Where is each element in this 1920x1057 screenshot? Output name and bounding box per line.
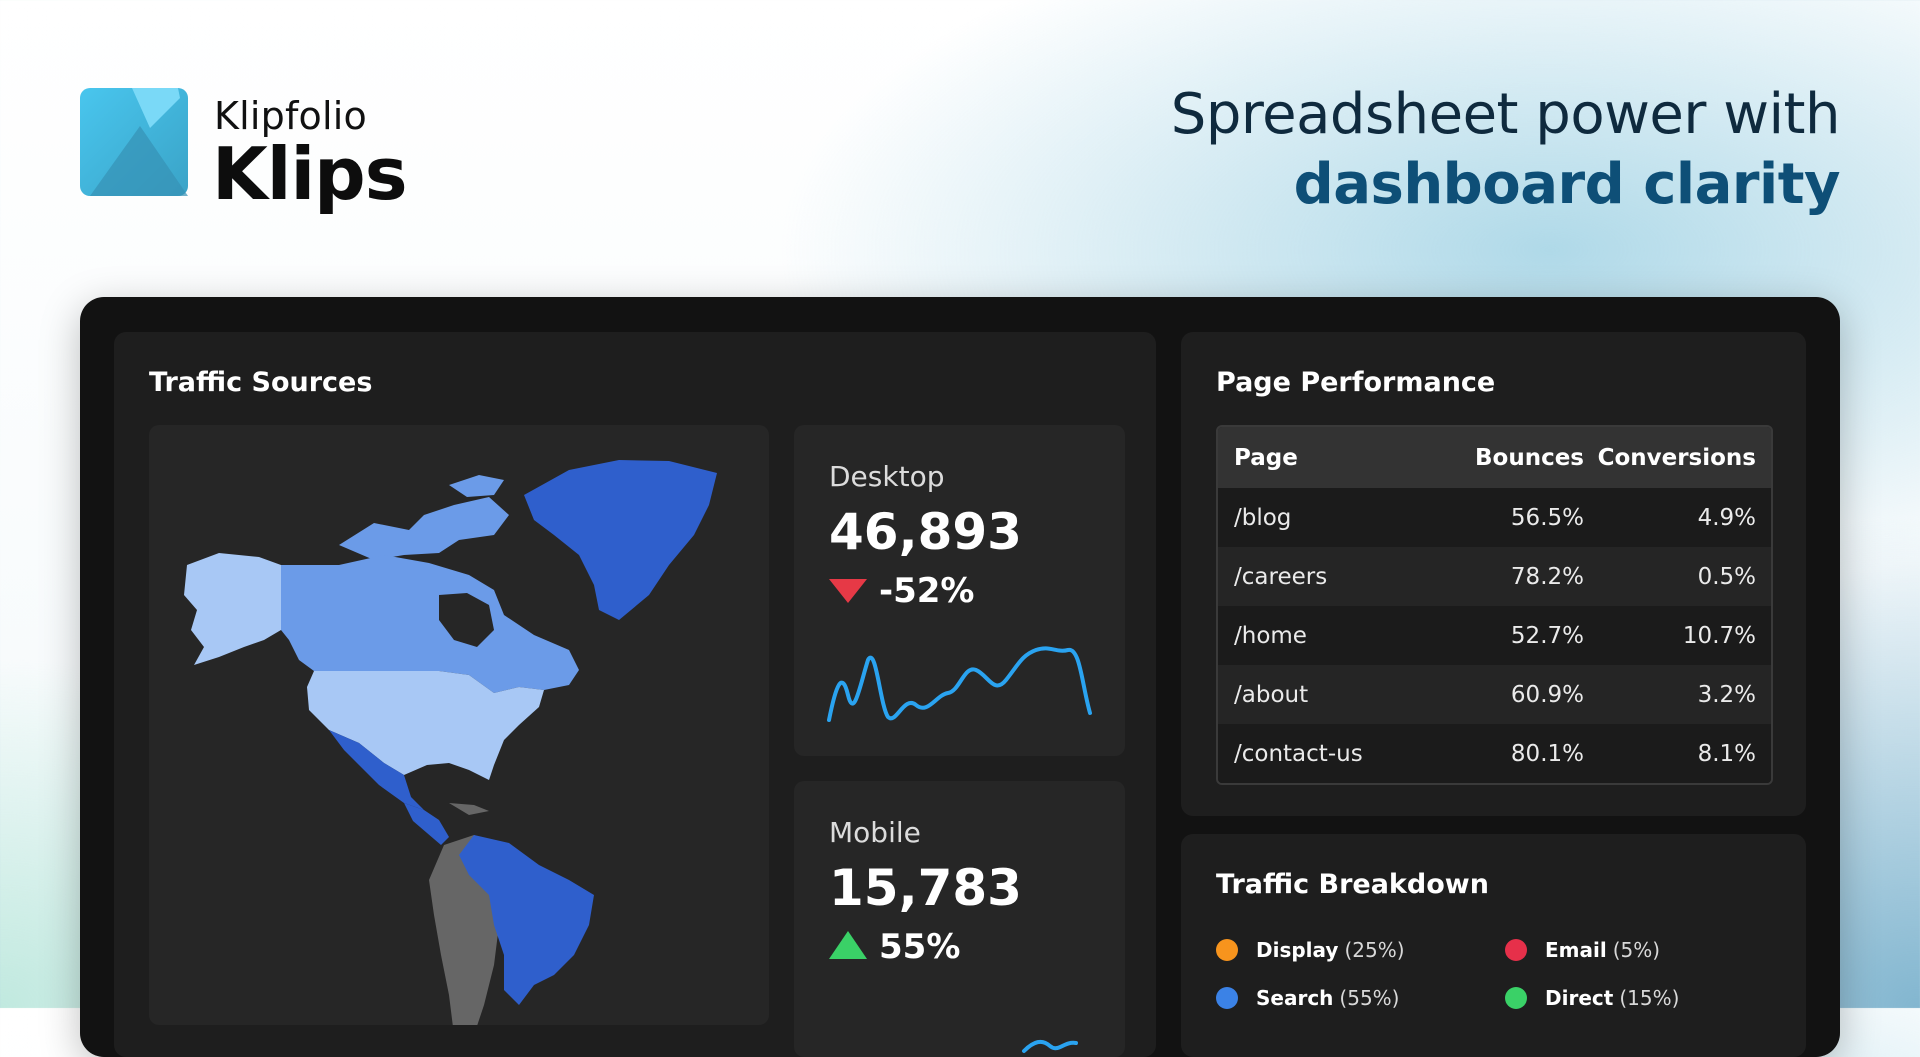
cell-bounces: 52.7% — [1510, 622, 1584, 649]
trend-down-icon — [829, 579, 867, 603]
mobile-value: 15,783 — [829, 859, 1022, 917]
table-row[interactable]: /about 60.9% 3.2% — [1218, 665, 1771, 724]
legend-label: Email — [1545, 938, 1607, 962]
legend-share: (25%) — [1344, 938, 1405, 962]
table-header: Page Bounces Conversions — [1218, 427, 1771, 488]
cell-page: /about — [1234, 681, 1309, 708]
klips-logo-icon — [80, 88, 188, 196]
desktop-label: Desktop — [829, 460, 945, 493]
legend-item-email[interactable]: Email (5%) — [1505, 938, 1660, 962]
page-performance-table: Page Bounces Conversions /blog 56.5% 4.9… — [1216, 425, 1773, 785]
mobile-sparkline — [1022, 1039, 1078, 1053]
legend-item-search[interactable]: Search (55%) — [1216, 986, 1399, 1010]
mobile-change: 55% — [879, 927, 961, 967]
table-row[interactable]: /careers 78.2% 0.5% — [1218, 547, 1771, 606]
legend-share: (55%) — [1339, 986, 1400, 1010]
display-dot-icon — [1216, 939, 1238, 961]
mobile-label: Mobile — [829, 816, 921, 849]
dashboard-preview: Traffic Sources — [80, 297, 1840, 1057]
desktop-change: -52% — [879, 571, 975, 611]
column-header-conversions[interactable]: Conversions — [1597, 444, 1756, 471]
legend-label: Search — [1256, 986, 1334, 1010]
traffic-breakdown-title: Traffic Breakdown — [1216, 869, 1489, 900]
search-dot-icon — [1216, 987, 1238, 1009]
legend-item-direct[interactable]: Direct (15%) — [1505, 986, 1679, 1010]
legend-share: (15%) — [1619, 986, 1680, 1010]
cell-bounces: 60.9% — [1510, 681, 1584, 708]
traffic-map[interactable] — [149, 425, 769, 1025]
product-name: Klips — [212, 132, 408, 216]
americas-map-icon — [184, 460, 717, 1025]
cell-bounces: 56.5% — [1510, 504, 1584, 531]
tagline-line-2: dashboard clarity — [1293, 152, 1841, 217]
legend-share: (5%) — [1612, 938, 1661, 962]
mobile-kpi-card[interactable]: Mobile 15,783 55% — [794, 781, 1125, 1057]
cell-conversions: 10.7% — [1682, 622, 1756, 649]
traffic-sources-panel: Traffic Sources — [114, 332, 1156, 1057]
legend-item-display[interactable]: Display (25%) — [1216, 938, 1405, 962]
traffic-sources-title: Traffic Sources — [149, 367, 373, 398]
table-row[interactable]: /contact-us 80.1% 8.1% — [1218, 724, 1771, 783]
cell-page: /home — [1234, 622, 1307, 649]
direct-dot-icon — [1505, 987, 1527, 1009]
cell-conversions: 8.1% — [1697, 740, 1756, 767]
hero-tagline: Spreadsheet power with dashboard clarity — [1170, 80, 1841, 220]
cell-bounces: 80.1% — [1510, 740, 1584, 767]
column-header-bounces[interactable]: Bounces — [1474, 444, 1584, 471]
brand-name: Klipfolio — [214, 94, 367, 138]
desktop-sparkline — [827, 646, 1092, 722]
cell-page: /blog — [1234, 504, 1292, 531]
cell-bounces: 78.2% — [1510, 563, 1584, 590]
desktop-kpi-card[interactable]: Desktop 46,893 -52% — [794, 425, 1125, 756]
cell-page: /contact-us — [1234, 740, 1363, 767]
cell-conversions: 3.2% — [1697, 681, 1756, 708]
trend-up-icon — [829, 931, 867, 959]
traffic-breakdown-panel: Traffic Breakdown Display (25%) Email (5… — [1181, 834, 1806, 1057]
klipfolio-logo: Klipfolio Klips — [80, 88, 408, 216]
desktop-value: 46,893 — [829, 503, 1022, 561]
tagline-line-1: Spreadsheet power with — [1170, 82, 1841, 147]
email-dot-icon — [1505, 939, 1527, 961]
page-performance-title: Page Performance — [1216, 367, 1496, 398]
cell-conversions: 4.9% — [1697, 504, 1756, 531]
table-row[interactable]: /home 52.7% 10.7% — [1218, 606, 1771, 665]
cell-page: /careers — [1234, 563, 1328, 590]
legend-label: Display — [1256, 938, 1339, 962]
cell-conversions: 0.5% — [1697, 563, 1756, 590]
legend-label: Direct — [1545, 986, 1614, 1010]
page-performance-panel: Page Performance Page Bounces Conversion… — [1181, 332, 1806, 816]
column-header-page[interactable]: Page — [1234, 444, 1298, 471]
table-row[interactable]: /blog 56.5% 4.9% — [1218, 488, 1771, 547]
